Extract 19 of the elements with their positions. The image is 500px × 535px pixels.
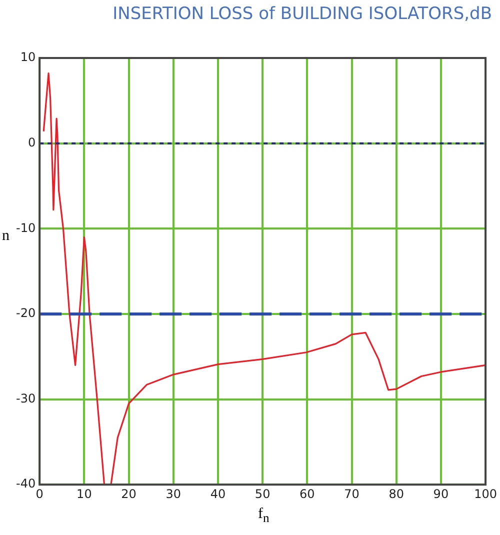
y-tick-label: 0 — [28, 135, 36, 150]
y-tick-label: -10 — [16, 220, 36, 235]
y-tick-label: 10 — [20, 50, 36, 64]
x-tick-label: 60 — [300, 486, 315, 501]
x-tick-label: 40 — [210, 486, 226, 501]
x-tick-label: 10 — [76, 486, 92, 501]
x-tick-label: 70 — [344, 486, 360, 501]
x-tick-label: 90 — [433, 486, 449, 501]
chart-title: INSERTION LOSS of BUILDING ISOLATORS,dB — [112, 4, 493, 24]
y-tick-label: -40 — [16, 476, 36, 491]
x-tick-label: 20 — [121, 486, 136, 501]
x-tick-label: 30 — [166, 486, 182, 501]
y-axis-title: n — [2, 228, 10, 245]
x-tick-label: 100 — [474, 486, 497, 501]
x-axis-title: f$_{n}$ — [258, 506, 270, 526]
y-tick-label: -30 — [16, 391, 36, 406]
x-tick-label: 80 — [388, 486, 404, 501]
x-tick-label: 50 — [254, 486, 270, 501]
y-tick-label: -20 — [16, 306, 36, 320]
